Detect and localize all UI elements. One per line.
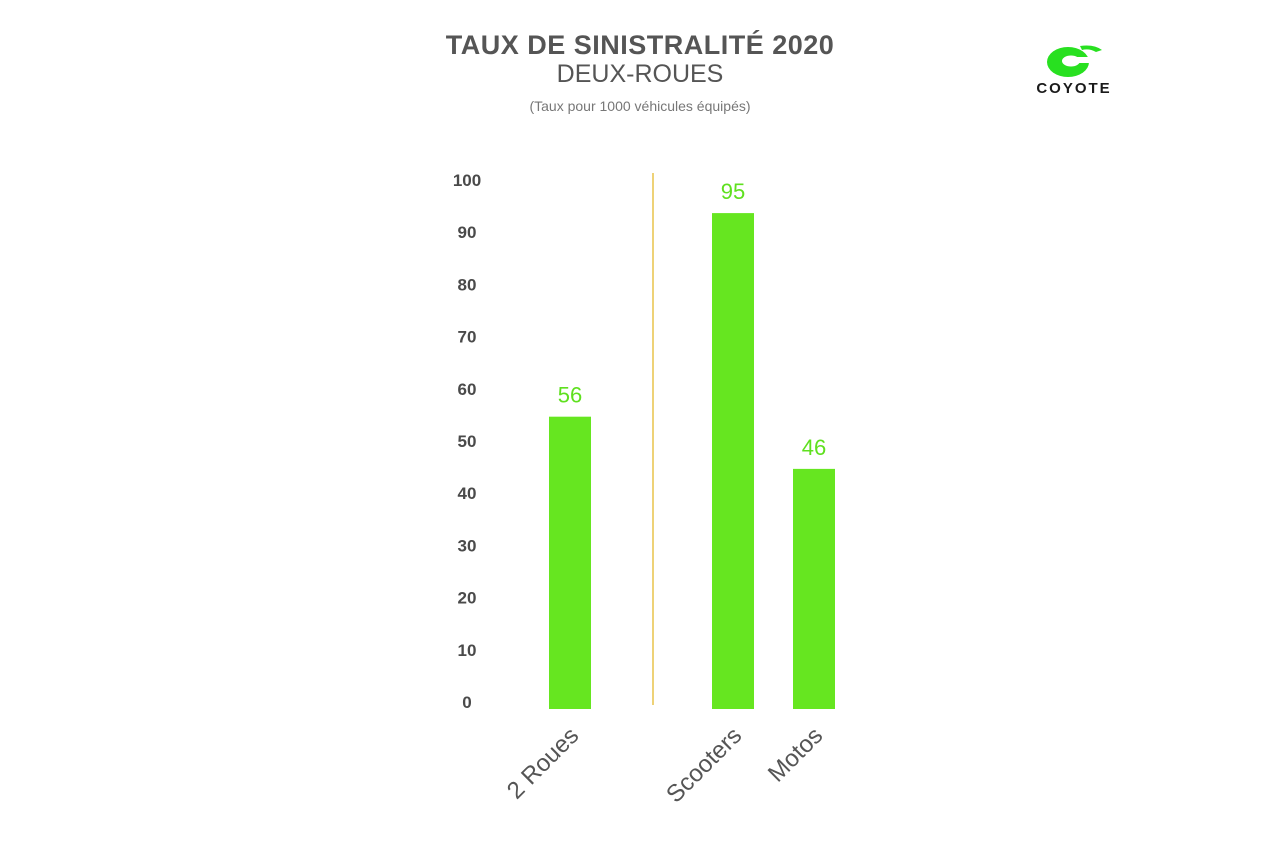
bar — [712, 213, 754, 709]
y-tick-label: 50 — [458, 432, 477, 451]
chart-note: (Taux pour 1000 véhicules équipés) — [529, 98, 751, 114]
y-tick-label: 20 — [458, 589, 477, 608]
y-tick-label: 30 — [458, 536, 477, 555]
coyote-logo-icon — [1047, 45, 1102, 77]
chart-title: TAUX DE SINISTRALITÉ 2020 — [445, 30, 835, 60]
y-tick-label: 100 — [453, 171, 481, 190]
y-tick-label: 70 — [458, 328, 477, 347]
y-tick-label: 90 — [458, 223, 477, 242]
y-tick-label: 80 — [458, 275, 477, 294]
bar-value-label: 56 — [558, 383, 582, 408]
y-tick-label: 40 — [458, 484, 477, 503]
bar — [549, 416, 591, 709]
x-category-label: 2 Roues — [502, 722, 584, 804]
x-category-label: Motos — [763, 722, 828, 787]
y-tick-label: 60 — [458, 380, 477, 399]
bar — [793, 468, 835, 709]
coyote-logo: COYOTE — [1024, 42, 1124, 100]
chart-subtitle: DEUX-ROUES — [556, 60, 724, 88]
y-tick-label: 10 — [458, 641, 477, 660]
bar-value-label: 46 — [802, 435, 826, 460]
logo-text: COYOTE — [1036, 80, 1112, 97]
bar-value-label: 95 — [721, 179, 745, 204]
y-tick-label: 0 — [462, 693, 471, 712]
x-category-label: Scooters — [661, 722, 747, 808]
